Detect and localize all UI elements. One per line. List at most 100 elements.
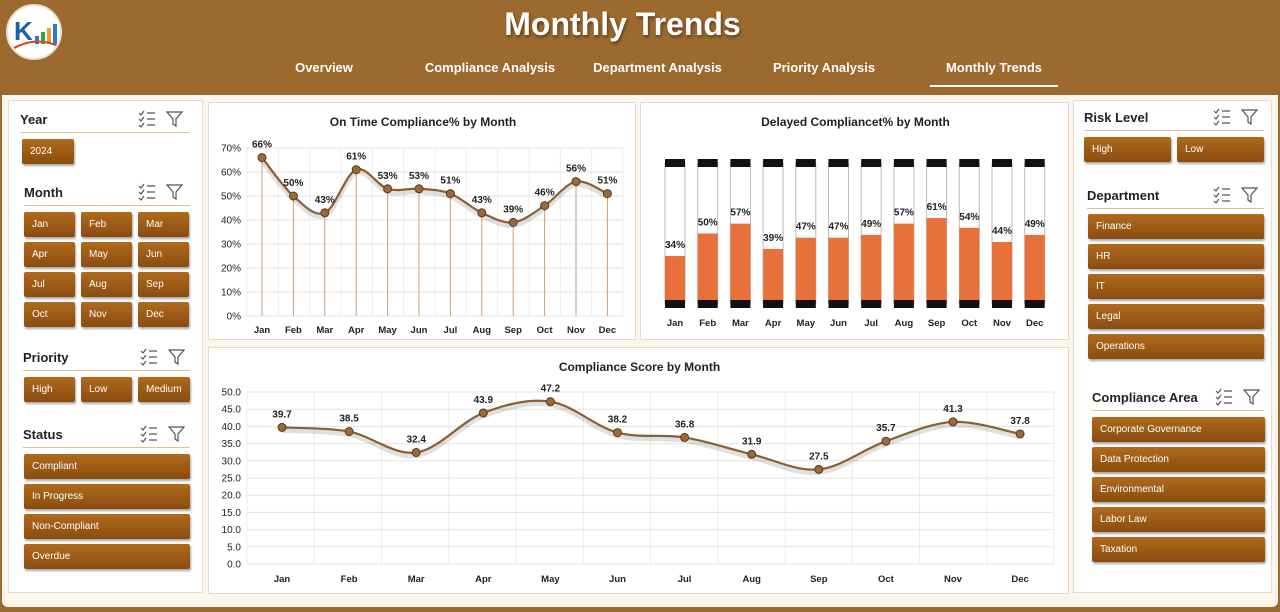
x-tick-label: May: [378, 325, 397, 336]
slicer-department-legal[interactable]: Legal: [1088, 304, 1264, 329]
slicer-month-aug[interactable]: Aug: [81, 272, 132, 297]
bar: [730, 223, 751, 304]
slicer-month-dec[interactable]: Dec: [138, 302, 189, 327]
slicer-priority-medium[interactable]: Medium: [138, 377, 190, 402]
bar-cap-bottom: [1024, 300, 1045, 308]
series-shadow: [281, 401, 1021, 476]
compliance-score-chart-panel: Compliance Score by Month 0.0 5.0 10.0 15.0…: [208, 347, 1069, 594]
clear-filter-icon: [167, 349, 186, 366]
slicer-month-jun[interactable]: Jun: [138, 242, 189, 267]
data-label: 32.4: [406, 435, 426, 446]
data-label: 43%: [315, 195, 335, 206]
slicer-area-environmental[interactable]: Environmental: [1092, 477, 1265, 502]
y-tick-label: 20%: [221, 264, 241, 275]
x-tick-label: Nov: [993, 318, 1012, 329]
tab-monthly-trends[interactable]: Monthly Trends: [930, 60, 1058, 87]
slicer-area-taxation[interactable]: Taxation: [1092, 537, 1265, 562]
data-label: 38.2: [608, 415, 628, 426]
x-tick-label: Oct: [878, 574, 895, 585]
tab-department-analysis[interactable]: Department Analysis: [593, 60, 722, 75]
data-label: 41.3: [943, 404, 963, 415]
slicer-risk-high[interactable]: High: [1084, 137, 1171, 162]
compliance-score-chart: 0.0 5.0 10.0 15.0 20.0 25.0 30.0 35.0 40.0 45.0 50…: [222, 384, 1055, 585]
slicer-area-corporate-governance[interactable]: Corporate Governance: [1092, 417, 1265, 442]
multi-select-icon: [1215, 388, 1232, 406]
data-label: 50%: [698, 218, 718, 229]
slicer-department-hr[interactable]: HR: [1088, 244, 1264, 269]
y-tick-label: 10%: [221, 288, 241, 299]
data-point: [320, 208, 330, 218]
bar-cap-top: [795, 159, 816, 167]
slicer-area-labor-law[interactable]: Labor Law: [1092, 507, 1265, 532]
slicer-department-finance[interactable]: Finance: [1088, 214, 1264, 239]
x-tick-label: Sep: [504, 325, 522, 336]
bar-cap-bottom: [665, 300, 685, 308]
data-point: [508, 217, 518, 227]
slicer-month-mar[interactable]: Mar: [138, 212, 189, 237]
bar-cap-top: [697, 159, 718, 167]
y-tick-label: 40.0: [222, 422, 242, 433]
data-label: 47.2: [541, 384, 561, 395]
delayed-compliance-chart: 34% Jan 50% Feb 57% Mar 39% Apr 47% May 47% Jun 49% J…: [664, 159, 1046, 329]
data-label: 49%: [861, 219, 881, 230]
slicer-priority-low[interactable]: Low: [81, 377, 132, 402]
y-tick-label: 10.0: [222, 525, 242, 536]
slicer-department-it[interactable]: IT: [1088, 274, 1264, 299]
y-tick-label: 15.0: [222, 508, 242, 519]
data-point: [814, 464, 824, 474]
slicer-month-jan[interactable]: Jan: [24, 212, 75, 237]
data-point: [477, 208, 487, 218]
bar-cap-bottom: [795, 300, 816, 308]
slicer-month-sep[interactable]: Sep: [138, 272, 189, 297]
bar: [926, 217, 947, 304]
delayed-compliance-chart-panel: Delayed Compliancet% by Month 34% Jan 50% F…: [640, 102, 1069, 340]
slicer-department-controls: [1212, 185, 1260, 205]
slicer-area-data-protection[interactable]: Data Protection: [1092, 447, 1265, 472]
slicer-department-title: Department: [1087, 188, 1160, 203]
slicer-month-jul[interactable]: Jul: [24, 272, 75, 297]
data-point: [411, 448, 421, 458]
slicer-month-may[interactable]: May: [81, 242, 132, 267]
tab-priority-analysis[interactable]: Priority Analysis: [772, 60, 876, 75]
x-tick-label: Aug: [473, 325, 492, 336]
bar-cap-top: [763, 159, 784, 167]
data-point: [545, 397, 555, 407]
bar-cap-top: [665, 159, 685, 167]
data-point: [948, 417, 958, 427]
slicer-year-2024[interactable]: 2024: [22, 139, 74, 164]
slicer-month-oct[interactable]: Oct: [24, 302, 75, 327]
data-point: [288, 191, 298, 201]
left-slicer-panel: Year 2024 Month Jan Feb Mar Apr May Jun …: [8, 100, 203, 593]
slicer-priority-controls: [139, 347, 187, 367]
right-slicer-panel: Risk Level High Low Department Finance H…: [1073, 100, 1272, 593]
bar: [697, 233, 718, 304]
y-tick-label: 30.0: [222, 456, 242, 467]
data-label: 43.9: [474, 395, 494, 406]
tab-compliance-analysis[interactable]: Compliance Analysis: [424, 60, 556, 75]
slicer-month-nov[interactable]: Nov: [81, 302, 132, 327]
data-label: 57%: [730, 208, 750, 219]
bar-cap-top: [861, 159, 882, 167]
slicer-priority-high[interactable]: High: [24, 377, 75, 402]
x-tick-label: Jan: [254, 325, 271, 336]
data-label: 38.5: [339, 414, 359, 425]
data-point: [344, 427, 354, 437]
slicer-month-feb[interactable]: Feb: [81, 212, 132, 237]
slicer-status-overdue[interactable]: Overdue: [24, 544, 190, 569]
y-tick-label: 50.0: [222, 388, 242, 399]
bar-cap-top: [959, 159, 980, 167]
bar-cap-top: [730, 159, 751, 167]
data-label: 44%: [992, 226, 1012, 237]
tab-overview[interactable]: Overview: [295, 60, 353, 75]
slicer-priority-title: Priority: [23, 350, 69, 365]
company-logo: K: [6, 4, 62, 60]
slicer-month-apr[interactable]: Apr: [24, 242, 75, 267]
slicer-risk-low[interactable]: Low: [1177, 137, 1264, 162]
slicer-status-non-compliant[interactable]: Non-Compliant: [24, 514, 190, 539]
slicer-department-operations[interactable]: Operations: [1088, 334, 1264, 359]
x-tick-label: Aug: [742, 574, 761, 585]
data-point: [445, 189, 455, 199]
slicer-status-in-progress[interactable]: In Progress: [24, 484, 190, 509]
clear-filter-icon: [165, 111, 184, 128]
slicer-status-compliant[interactable]: Compliant: [24, 454, 190, 479]
